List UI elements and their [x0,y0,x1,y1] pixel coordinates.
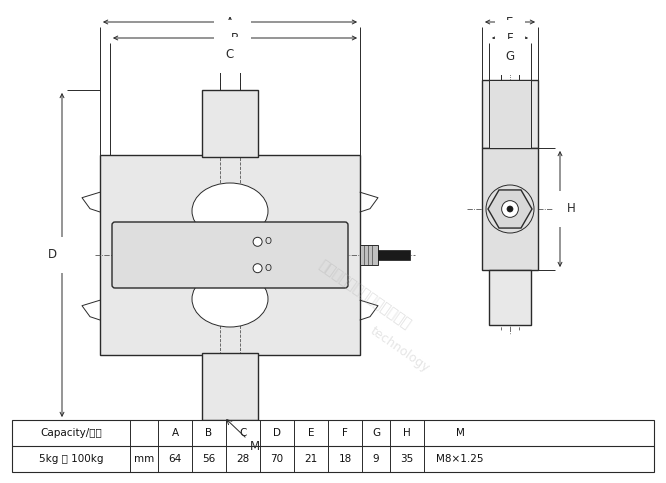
Text: H: H [403,428,411,438]
Text: A: A [226,15,234,28]
Text: M8×1.25: M8×1.25 [436,454,484,464]
Bar [360,245,378,265]
Ellipse shape [192,271,268,327]
Text: 70: 70 [270,454,284,464]
Text: 56: 56 [202,454,216,464]
Text: H: H [567,202,575,215]
Text: F: F [507,31,513,44]
Circle shape [507,206,513,212]
Text: O: O [264,237,271,246]
Bar [482,148,538,270]
Text: 5kg ～ 100kg: 5kg ～ 100kg [39,454,103,464]
Text: D: D [47,248,57,261]
Text: mm: mm [134,454,154,464]
Text: 广州鑫鑫自动化科技有限公司: 广州鑫鑫自动化科技有限公司 [316,258,414,332]
FancyBboxPatch shape [112,222,348,288]
Text: M: M [456,428,464,438]
Text: 35: 35 [400,454,414,464]
Text: 64: 64 [168,454,182,464]
Text: B: B [231,31,239,44]
Circle shape [253,237,262,246]
Bar [489,80,531,148]
Text: D: D [273,428,281,438]
Text: 21: 21 [304,454,318,464]
Text: 18: 18 [338,454,352,464]
Text: Capacity/量程: Capacity/量程 [40,428,102,438]
Bar [12,420,654,472]
Bar [202,353,258,420]
Text: E: E [308,428,314,438]
Bar [378,250,410,260]
Bar [115,225,345,285]
Text: technology: technology [368,325,432,375]
Circle shape [253,264,262,273]
Text: 9: 9 [373,454,380,464]
Text: M: M [227,420,260,453]
Text: B: B [205,428,212,438]
Text: A: A [171,428,178,438]
Circle shape [501,200,518,217]
Text: G: G [505,51,515,63]
Text: O: O [264,264,271,273]
Text: G: G [372,428,380,438]
Text: C: C [239,428,246,438]
Text: C: C [226,48,234,61]
Bar [202,90,258,157]
Text: F: F [342,428,348,438]
Bar [482,80,538,148]
Text: 28: 28 [236,454,250,464]
Text: E: E [506,15,513,28]
Ellipse shape [192,183,268,239]
Bar [489,270,531,325]
Bar [100,155,360,355]
